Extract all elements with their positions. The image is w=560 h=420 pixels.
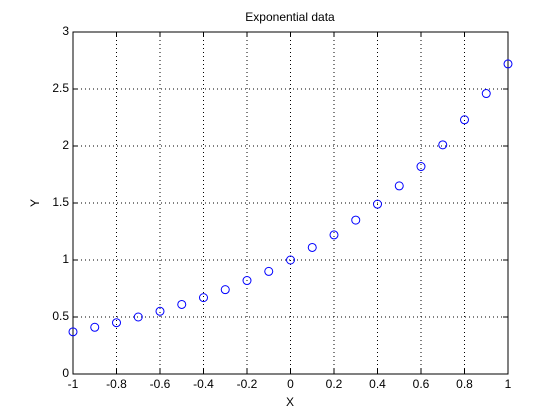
y-axis-label: Y (28, 199, 42, 207)
x-tick-label: 0 (287, 377, 294, 391)
y-tick-label: 0.5 (52, 309, 69, 323)
y-tick-label: 1.5 (52, 195, 69, 209)
x-tick-label: -0.6 (150, 377, 171, 391)
plot-area (73, 32, 508, 374)
point (503, 59, 513, 69)
point (264, 266, 274, 276)
x-tick-label: 0.4 (369, 377, 386, 391)
y-tick-label: 3 (62, 24, 69, 38)
point (307, 242, 317, 252)
x-tick-label: -0.8 (106, 377, 127, 391)
point (329, 230, 339, 240)
point (133, 312, 143, 322)
axes-box (72, 31, 509, 375)
x-tick-label: -0.2 (237, 377, 258, 391)
point (394, 181, 404, 191)
x-tick-label: 0.6 (413, 377, 430, 391)
point (460, 115, 469, 125)
point (112, 318, 121, 328)
x-tick-label: 0.8 (456, 377, 473, 391)
point (373, 199, 382, 209)
chart-title: Exponential data (245, 10, 335, 24)
point (286, 255, 295, 265)
point (416, 162, 426, 172)
point (351, 215, 361, 225)
point (438, 140, 448, 150)
y-tick-label: 1 (62, 252, 69, 266)
x-tick-label: 0.2 (326, 377, 343, 391)
x-tick-label: 1 (505, 377, 512, 391)
point (481, 89, 491, 99)
point (199, 293, 208, 303)
y-tick-label: 2.5 (52, 81, 69, 95)
y-tick-label: 2 (62, 138, 69, 152)
point (155, 306, 165, 316)
point (177, 299, 187, 309)
x-tick-label: -0.4 (193, 377, 214, 391)
x-tick-label: -1 (68, 377, 79, 391)
y-tick-label: 0 (62, 366, 69, 380)
point (68, 327, 78, 337)
point (90, 322, 100, 332)
x-axis-label: X (286, 395, 294, 409)
point (242, 276, 252, 286)
point (220, 285, 230, 295)
